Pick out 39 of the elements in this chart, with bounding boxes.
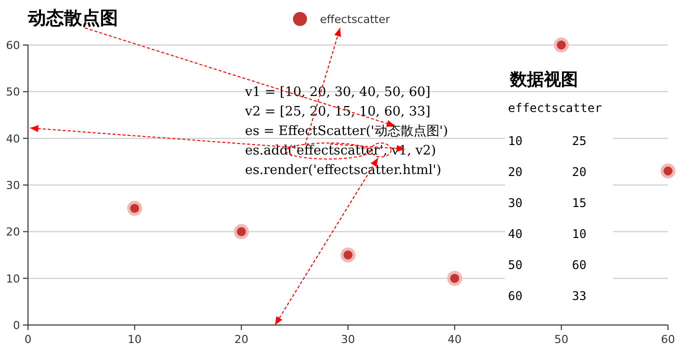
- chart-title: 动态散点图: [27, 8, 118, 29]
- y-tick-label: 50: [6, 86, 20, 99]
- annotation: 33: [572, 289, 586, 303]
- annotation: 60: [508, 289, 522, 303]
- annotation: v2 = [25, 20, 15, 10, 60, 33]: [244, 104, 430, 120]
- y-tick-label: 60: [6, 39, 20, 52]
- y-tick-label: 30: [6, 179, 20, 192]
- annotation: 数据视图: [509, 70, 578, 90]
- y-tick-label: 40: [6, 132, 20, 146]
- y-tick-label: 20: [6, 226, 20, 239]
- x-tick-label: 50: [554, 333, 568, 346]
- x-tick-label: 10: [128, 333, 142, 346]
- point: [447, 270, 462, 286]
- annotation: 20: [508, 165, 522, 179]
- y-tick-label: 0: [13, 319, 20, 332]
- annotation: 25: [572, 134, 586, 148]
- point: [127, 200, 142, 216]
- y-tick-label: 10: [6, 272, 20, 286]
- point: [340, 248, 356, 262]
- x-tick-label: 20: [234, 333, 248, 346]
- x-tick-label: 60: [661, 333, 675, 346]
- annotation: 50: [508, 258, 522, 272]
- annotation: 30: [508, 196, 522, 210]
- point: [660, 164, 676, 178]
- annotation: effectscatter: [508, 101, 602, 115]
- x-tick-label: 30: [341, 333, 355, 346]
- annotation: 40: [508, 227, 522, 241]
- point: [554, 38, 569, 52]
- x-tick-label: 0: [24, 333, 32, 346]
- annotation: 15: [572, 196, 586, 210]
- annotation: 10: [572, 227, 586, 241]
- legend-label: effectscatter: [320, 13, 390, 26]
- annotation: 10: [508, 134, 522, 148]
- point: [234, 224, 249, 240]
- annotation: 60: [572, 258, 586, 272]
- annotation: 20: [572, 165, 586, 179]
- x-tick-label: 40: [448, 333, 462, 346]
- annotation: es = EffectScatter('动态散点图'): [245, 124, 448, 139]
- annotation: es.render('effectscatter.html'): [245, 163, 442, 178]
